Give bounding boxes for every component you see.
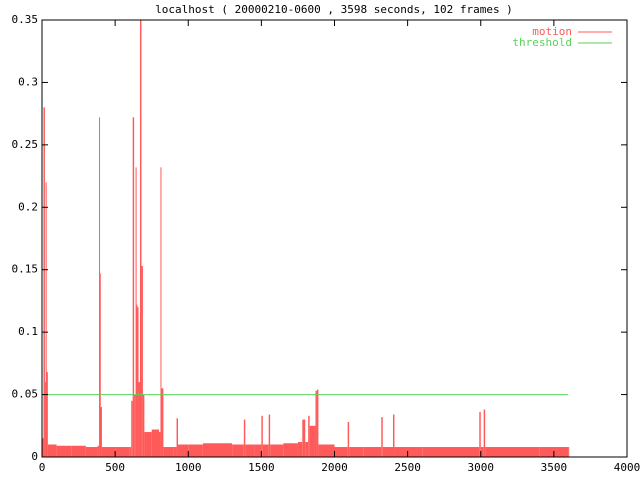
motion-impulse: [56, 445, 72, 457]
motion-impulse: [161, 388, 164, 457]
x-tick-label: 4000: [614, 461, 640, 474]
x-tick-label: 2500: [394, 461, 421, 474]
motion-impulse: [97, 445, 100, 457]
x-tick-label: 2000: [321, 461, 348, 474]
motion-impulse: [47, 444, 57, 457]
motion-impulse: [347, 422, 350, 457]
motion-impulse: [45, 182, 47, 458]
motion-impulse: [393, 414, 395, 457]
motion-impulse: [163, 447, 174, 457]
motion-impulse: [305, 442, 309, 457]
motion-impulse: [101, 447, 116, 457]
motion-impulse: [137, 307, 139, 457]
motion-impulse: [135, 167, 137, 457]
motion-impulse: [270, 444, 284, 457]
motion-impulse: [136, 304, 138, 457]
motion-impulse: [178, 444, 189, 457]
motion-impulse: [394, 447, 423, 457]
motion-impulse: [160, 167, 162, 457]
y-tick-label: 0.15: [12, 263, 39, 276]
x-tick-label: 500: [105, 461, 125, 474]
motion-impulse: [159, 432, 161, 457]
motion-impulse: [480, 447, 484, 457]
motion-impulse: [381, 417, 383, 457]
motion-impulse: [283, 443, 298, 457]
motion-impulse: [188, 444, 203, 457]
motion-impulse: [262, 444, 269, 457]
motion-impulse: [138, 382, 140, 457]
motion-impulse: [44, 382, 46, 457]
motion-impulse: [139, 20, 142, 457]
y-tick-label: 0.1: [18, 325, 38, 338]
x-tick-label: 1000: [175, 461, 202, 474]
motion-impulse: [315, 390, 317, 457]
motion-impulse: [314, 425, 316, 457]
motion-impulse: [318, 444, 335, 457]
motion-impulse: [309, 425, 315, 457]
legend-label: motion: [532, 25, 572, 38]
motion-impulse: [85, 447, 98, 457]
motion-impulse: [479, 412, 481, 457]
motion-impulse: [334, 447, 348, 457]
y-tick-label: 0.05: [12, 388, 39, 401]
motion-impulse: [316, 389, 319, 457]
motion-impulse: [349, 447, 364, 457]
motion-impulse: [43, 107, 45, 458]
x-tick-label: 1500: [248, 461, 275, 474]
motion-impulse: [42, 438, 44, 457]
motion-impulse: [422, 447, 452, 457]
motion-impulse: [151, 429, 159, 457]
motion-impulse: [485, 447, 510, 457]
x-tick-label: 3500: [541, 461, 568, 474]
motion-impulse: [71, 445, 86, 457]
motion-impulse: [202, 443, 218, 457]
motion-impulse: [483, 409, 486, 457]
motion-impulse: [261, 415, 263, 457]
motion-impulse: [132, 117, 135, 457]
motion-impulse: [268, 414, 271, 457]
motion-impulse: [46, 372, 48, 457]
x-tick-label: 3000: [468, 461, 495, 474]
plot-border: [41, 19, 628, 458]
motion-impulse: [173, 447, 177, 457]
motion-impulse: [302, 419, 306, 457]
y-tick-label: 0: [31, 450, 38, 463]
motion-impulse: [141, 265, 143, 457]
motion-impulse: [99, 273, 101, 457]
motion-impulse: [217, 443, 233, 457]
motion-impulse: [308, 415, 310, 457]
motion-impulse: [297, 442, 303, 457]
motion-impulse: [142, 394, 145, 457]
motion-impulse: [131, 400, 133, 457]
x-tick-label: 0: [39, 461, 46, 474]
motion-impulse: [99, 117, 101, 457]
chart-title: localhost ( 20000210-0600 , 3598 seconds…: [155, 3, 513, 16]
motion-impulse: [243, 419, 246, 457]
motion-impulse: [451, 447, 480, 457]
motion-impulse: [510, 447, 540, 457]
y-tick-label: 0.2: [18, 200, 38, 213]
y-tick-label: 0.35: [12, 13, 39, 26]
motion-impulse: [134, 394, 136, 457]
motion-impulse: [245, 444, 255, 457]
y-tick-label: 0.25: [12, 138, 39, 151]
legend-label: threshold: [512, 36, 572, 49]
motion-impulse: [363, 447, 382, 457]
motion-impulse: [382, 447, 393, 457]
motion-impulse: [100, 407, 102, 457]
motion-impulse: [144, 432, 152, 457]
motion-impulse: [254, 444, 262, 457]
motion-impulse: [568, 447, 570, 457]
motion-impulse: [115, 447, 130, 457]
y-tick-label: 0.3: [18, 75, 38, 88]
motion-impulse: [232, 444, 244, 457]
motion-impulse: [176, 418, 179, 457]
motion-impulse: [129, 447, 132, 457]
